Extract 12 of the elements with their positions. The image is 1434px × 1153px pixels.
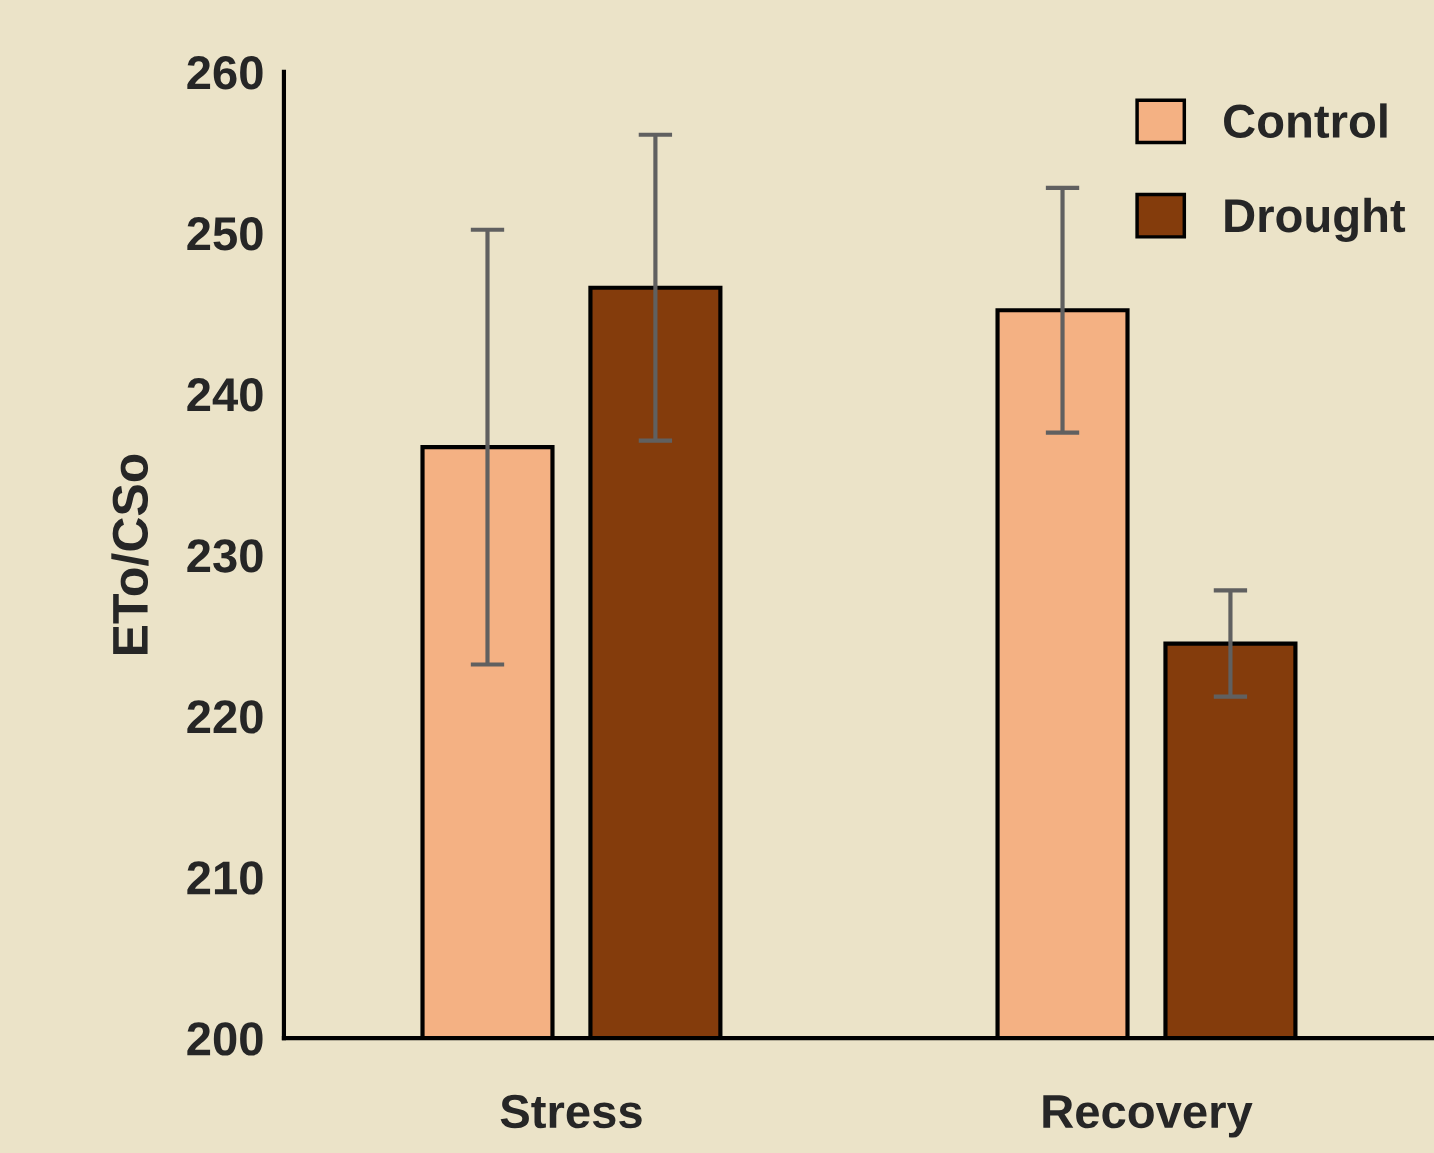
x-tick-label: Recovery xyxy=(1043,1095,1253,1138)
y-tick-label: 250 xyxy=(187,217,263,251)
y-tick-label: 260 xyxy=(187,56,263,90)
y-axis-title: ETo/CSo xyxy=(111,454,149,654)
y-tick-label: 200 xyxy=(187,1022,263,1056)
y-tick-label: 230 xyxy=(187,539,263,573)
legend-label: Drought xyxy=(1225,197,1406,242)
y-tick-label: 210 xyxy=(187,861,263,895)
legend-label: Control xyxy=(1224,103,1387,139)
y-tick-label: 220 xyxy=(187,700,263,734)
y-tick-label: 240 xyxy=(187,378,263,412)
x-tick-label: Stress xyxy=(500,1094,642,1129)
